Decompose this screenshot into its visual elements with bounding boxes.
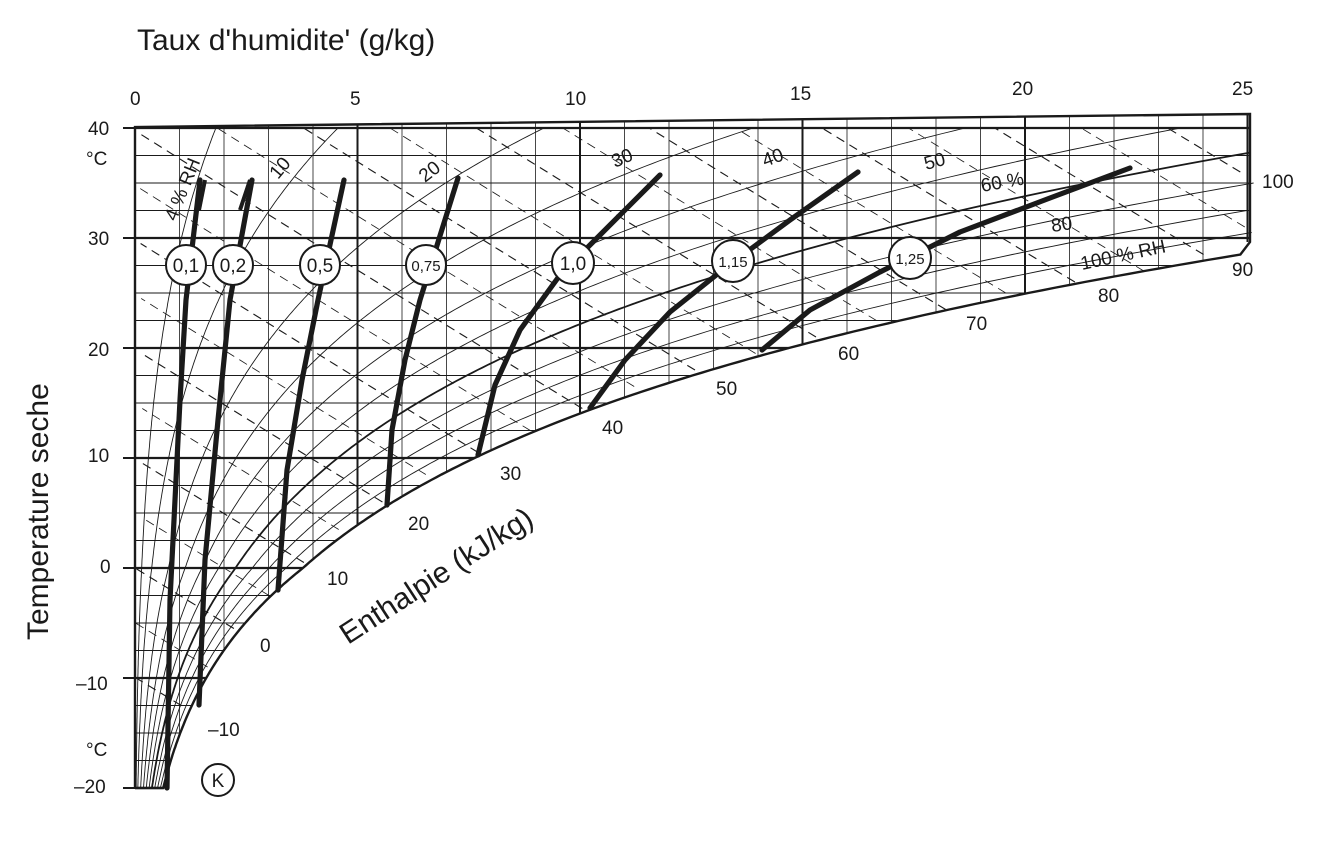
rh-curve [151, 151, 1250, 789]
rh-curve [140, 127, 545, 789]
enthalpy-line [142, 408, 339, 530]
x-tick-labels: 0 5 10 15 20 25 [130, 79, 1253, 110]
enthalpy-label: 90 [1232, 260, 1253, 281]
enthalpy-label: 60 [838, 344, 859, 365]
enthalpy-label: –10 [208, 720, 240, 741]
rh-label: 30 [608, 145, 636, 173]
rh-curve [137, 127, 339, 789]
density-marker-label: 1,25 [895, 251, 924, 268]
y-tick-label: 40 [88, 119, 109, 140]
rh-curve [154, 182, 1254, 789]
x-tick-label: 10 [565, 89, 586, 110]
enthalpy-line [648, 127, 946, 310]
y-tick-labels: 40 °C 30 20 10 0 –10 °C –20 [74, 119, 111, 798]
enthalpy-line [141, 353, 383, 503]
enthalpy-label: 10 [327, 569, 348, 590]
enthalpy-line [994, 127, 1204, 255]
enthalpy-label: 80 [1098, 286, 1119, 307]
density-marker-0-5: 0,5 [299, 244, 341, 286]
enthalpy-label: 20 [408, 514, 429, 535]
enthalpy-line [134, 567, 235, 629]
chart-frame-outline [133, 112, 1252, 790]
point-marker-k: K [201, 763, 235, 797]
y-axis-unit-bottom: °C [86, 740, 107, 761]
rh-curve [159, 232, 1252, 789]
y-tick-label: –20 [74, 777, 106, 798]
rh-label: 50 [922, 149, 948, 175]
enthalpy-axis-title: Enthalpie (kJ/kg) [334, 502, 539, 651]
density-marker-0-2: 0,2 [212, 244, 254, 286]
enthalpy-line [139, 133, 583, 409]
density-marker-0-75: 0,75 [405, 244, 447, 286]
density-marker-label: 1,0 [560, 254, 586, 275]
rh-label: 60 % [979, 169, 1025, 197]
rh-curve [135, 127, 217, 789]
chart-grid [134, 114, 1250, 790]
chart-frame [123, 112, 1252, 790]
y-tick-label: 20 [88, 340, 109, 361]
enthalpy-label: 70 [966, 314, 987, 335]
density-marker-0-1: 0,1 [165, 244, 207, 286]
rh-label: 40 [760, 145, 787, 172]
enthalpy-label: 40 [602, 418, 623, 439]
x-axis-title: Taux d'humidite' (g/kg) [137, 24, 435, 57]
enthalpy-line [908, 127, 1145, 272]
density-marker-1-15: 1,15 [711, 239, 755, 283]
enthalpy-labels: –10 0 10 20 30 40 50 60 70 80 90 100 [208, 172, 1294, 741]
density-curve [759, 165, 1133, 353]
enthalpy-line [143, 518, 270, 596]
enthalpy-label: 100 [1262, 172, 1294, 193]
y-tick-label: 10 [88, 446, 109, 467]
y-tick-label: 0 [100, 557, 111, 578]
x-tick-label: 5 [350, 89, 361, 110]
x-tick-label: 15 [790, 84, 811, 105]
density-curve [197, 179, 207, 211]
enthalpy-label: 50 [716, 379, 737, 400]
rh-label: 20 [415, 157, 445, 187]
enthalpy-label: 30 [500, 464, 521, 485]
density-curve [238, 179, 252, 211]
enthalpy-line [562, 127, 877, 321]
density-marker-label: 1,15 [718, 254, 747, 271]
rh-curve [157, 210, 1247, 789]
density-marker-1-0: 1,0 [551, 241, 595, 285]
rh-curve [145, 127, 966, 789]
density-marker-label: 0,75 [411, 258, 440, 275]
density-marker-label: 0,2 [220, 256, 246, 277]
enthalpy-line [139, 188, 531, 431]
point-marker-label: K [212, 771, 225, 792]
y-tick-label: 30 [88, 229, 109, 250]
density-marker-label: 0,1 [173, 256, 199, 277]
density-curve [587, 169, 861, 411]
rh-label: 80 [1050, 213, 1074, 237]
rh-label: 10 [266, 154, 296, 184]
density-marker-1-25: 1,25 [888, 236, 932, 280]
enthalpy-lines [134, 127, 1246, 706]
x-tick-label: 0 [130, 89, 141, 110]
enthalpy-label: 0 [260, 636, 271, 657]
rh-curves [135, 127, 1254, 789]
enthalpy-line [140, 298, 427, 475]
y-axis-title: Temperature seche [22, 383, 55, 640]
enthalpy-line [303, 127, 696, 371]
density-marker-label: 0,5 [307, 256, 333, 277]
x-tick-label: 25 [1232, 79, 1253, 100]
enthalpy-line [1080, 127, 1246, 228]
y-tick-label: –10 [76, 674, 108, 695]
density-curve [384, 175, 461, 508]
enthalpy-line [142, 463, 305, 563]
rh-curve [143, 127, 754, 789]
enthalpy-line [389, 127, 756, 354]
x-tick-label: 20 [1012, 79, 1033, 100]
density-curve [475, 172, 663, 458]
density-markers: 0,1 0,2 0,5 0,75 1,0 1,15 1,25 K [165, 236, 932, 797]
enthalpy-line [135, 677, 182, 706]
y-axis-unit-top: °C [86, 149, 107, 170]
enthalpy-line [476, 127, 817, 338]
